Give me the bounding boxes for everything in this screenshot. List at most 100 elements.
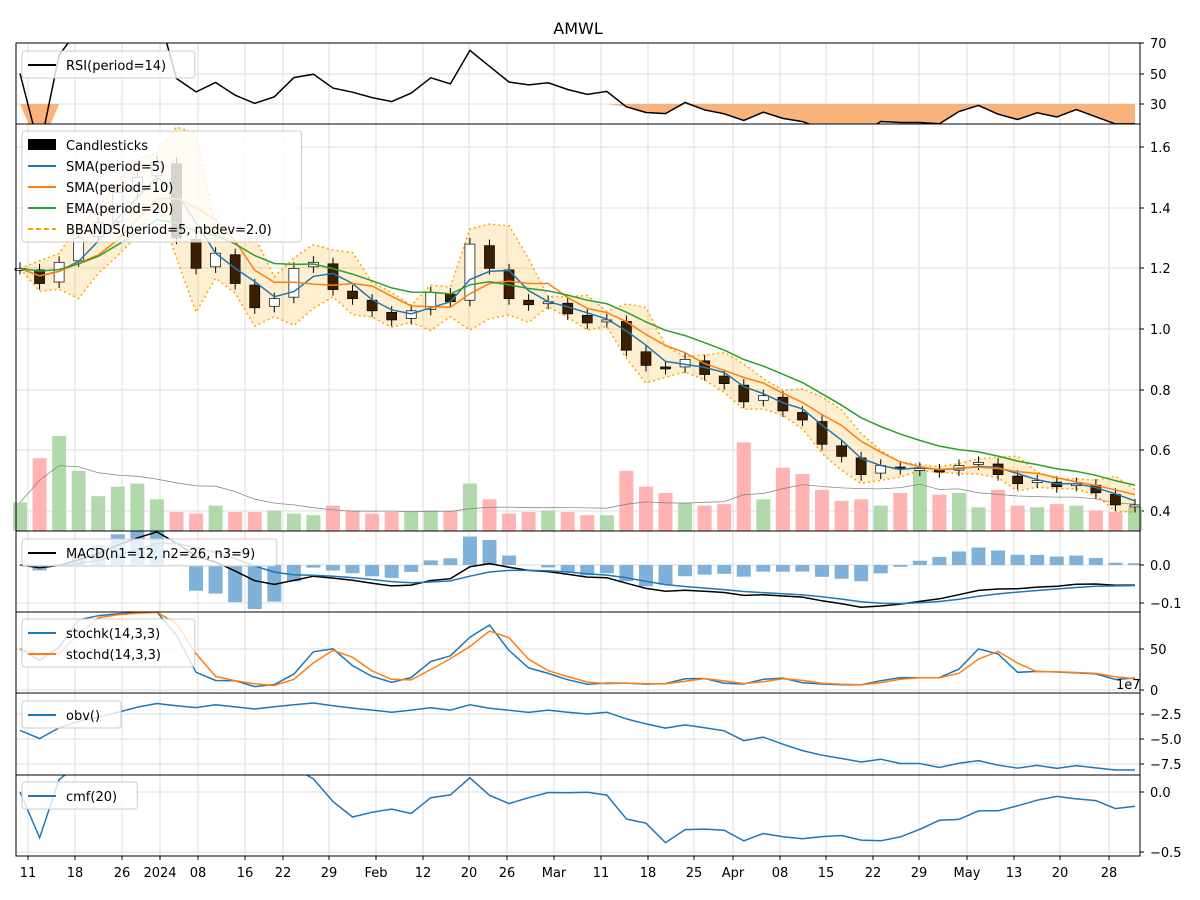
legend-box (21, 538, 278, 567)
cmf-legend: cmf(20) (21, 781, 138, 810)
macd-histogram-bar (365, 565, 380, 577)
volume-bar (110, 486, 125, 531)
volume-bar (306, 515, 321, 531)
candlestick (1051, 481, 1063, 488)
macd-histogram-bar (815, 565, 830, 577)
macd-histogram-bar (286, 565, 301, 582)
cmf-y-tick-label: 0.0 (1150, 786, 1171, 801)
volume-sma-line (19, 465, 1136, 513)
volume-bar (482, 499, 497, 531)
candlestick (601, 319, 613, 323)
x-tick-label: 28 (1101, 866, 1118, 881)
volume-bar (189, 513, 204, 531)
volume-bar (736, 442, 751, 531)
macd-histogram-bar (1010, 554, 1025, 565)
volume-bar (325, 505, 340, 531)
volume-bar (560, 512, 575, 531)
x-tick-label: Mar (542, 866, 567, 881)
macd-histogram-bar (756, 565, 771, 572)
volume-bar (365, 513, 380, 531)
volume-bar (1128, 507, 1142, 531)
candlestick (1129, 504, 1141, 508)
volume-bar (13, 502, 27, 531)
legend-label: obv() (66, 709, 100, 724)
x-tick-label: 26 (114, 866, 131, 881)
x-tick-label: 18 (67, 866, 84, 881)
x-tick-label: 11 (20, 866, 37, 881)
legend-label: cmf(20) (66, 790, 117, 805)
candlestick (34, 269, 45, 284)
macd-histogram-bar (482, 539, 497, 565)
obv-y-tick-label: −7.5 (1150, 758, 1182, 773)
macd-histogram-bar (247, 565, 262, 610)
candlestick (1110, 493, 1121, 506)
price-y-tick-label: 0.6 (1150, 444, 1171, 459)
volume-bar (541, 510, 556, 531)
obv-panel-frame (15, 692, 1141, 776)
volume-bar (267, 510, 282, 531)
x-tick-label: 29 (321, 866, 338, 881)
macd-histogram-bar (638, 565, 653, 587)
price-y-tick-label: 1.4 (1150, 202, 1171, 217)
macd-histogram-bar (462, 536, 477, 565)
volume-bar (404, 512, 419, 531)
volume-bar (717, 504, 732, 531)
volume-bar (247, 512, 262, 531)
stoch-y-tick-label: 50 (1150, 643, 1167, 658)
volume-bar (52, 436, 67, 531)
price-y-tick-label: 0.8 (1150, 384, 1171, 399)
candlestick (386, 311, 398, 321)
volume-bar (91, 496, 106, 531)
candlestick (660, 366, 671, 370)
rsi-line (19, 43, 1135, 124)
volume-bar (912, 470, 927, 531)
macd-histogram-bar (541, 565, 556, 568)
x-tick-label: 29 (911, 866, 928, 881)
volume-bar (834, 500, 849, 531)
candlestick (1012, 475, 1023, 485)
candlestick (1031, 480, 1043, 484)
legend-box (21, 781, 138, 810)
price-y-tick-label: 1.0 (1150, 323, 1171, 338)
legend-label: RSI(period=14) (66, 59, 166, 74)
x-tick-label: 11 (593, 866, 610, 881)
candlestick (621, 321, 632, 351)
price-legend: Candlesticks SMA(period=5) SMA(period=10) E… (21, 130, 302, 243)
macd-histogram-bar (1108, 562, 1123, 565)
macd-histogram-bar (775, 565, 790, 572)
legend-candle-swatch (28, 139, 56, 150)
rsi-y-tick-label: 30 (1150, 98, 1167, 113)
x-tick-label: 26 (499, 866, 516, 881)
macd-histogram-bar (599, 565, 614, 574)
legend-label: stochk(14,3,3) (66, 627, 160, 642)
volume-bar (951, 493, 966, 531)
candlestick (581, 315, 593, 324)
stochd-line (19, 612, 1136, 687)
macd-histogram-bar (951, 551, 966, 565)
cmf-line (19, 775, 1136, 844)
macd-histogram-bar (893, 565, 908, 567)
macd-histogram-bar (795, 565, 810, 572)
volume-bar (345, 510, 360, 531)
x-tick-label: 13 (1006, 866, 1023, 881)
legend-label: BBANDS(period=5, nbdev=2.0) (66, 223, 272, 238)
volume-bar (130, 483, 145, 531)
volume-bar (580, 515, 595, 531)
volume-bar (443, 510, 458, 531)
obv-legend: obv() (21, 700, 122, 729)
candlestick (973, 462, 984, 465)
x-tick-label: 18 (640, 866, 657, 881)
volume-bar (228, 512, 243, 531)
volume-bar (599, 515, 614, 531)
stochk-line (19, 612, 1136, 688)
legend-label: EMA(period=20) (66, 202, 173, 217)
cmf-panel-frame (15, 774, 1141, 857)
x-tick-label: Apr (722, 866, 745, 881)
bbands-fill (20, 127, 1135, 513)
volume-bar (756, 499, 771, 531)
candlestick (268, 298, 280, 307)
candlestick (249, 284, 261, 309)
macd-histogram-bar (502, 555, 517, 565)
x-tick-label: 22 (865, 866, 882, 881)
volume-bar (521, 512, 536, 531)
